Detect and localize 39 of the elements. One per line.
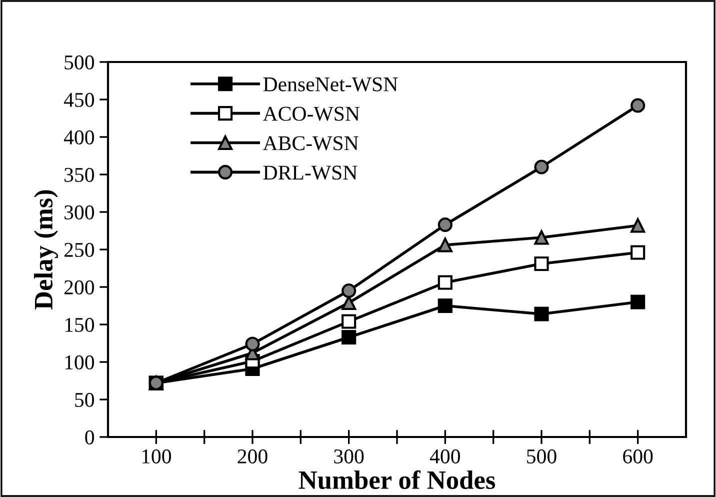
point xyxy=(534,306,549,322)
y-tick-label: 100 xyxy=(65,355,94,370)
x-tick-label: 400 xyxy=(430,449,460,464)
point xyxy=(342,330,356,345)
x-tick-label: 100 xyxy=(142,449,171,464)
y-tick-label: 350 xyxy=(64,168,94,182)
point xyxy=(438,217,452,232)
point xyxy=(630,294,646,310)
y-axis-title: Delay (ms) xyxy=(34,190,58,310)
point xyxy=(342,314,356,329)
point xyxy=(245,336,260,352)
point xyxy=(534,160,549,174)
y-tick-label: 150 xyxy=(65,318,94,332)
y-tick-label: 250 xyxy=(64,242,94,257)
point xyxy=(438,298,452,314)
y-tick-label: 450 xyxy=(64,92,94,107)
legend-label: DRL-WSN xyxy=(263,166,358,180)
x-tick-label: 200 xyxy=(238,449,268,464)
point xyxy=(534,256,549,272)
x-tick-label: 300 xyxy=(334,449,364,464)
y-tick-label: 500 xyxy=(64,55,94,70)
x-tick-label: 600 xyxy=(623,449,653,464)
legend-label: ACO-WSN xyxy=(262,106,360,121)
y-tick-label: 0 xyxy=(85,430,94,444)
point xyxy=(534,230,549,245)
y-tick-label: 200 xyxy=(64,280,94,294)
point xyxy=(630,245,646,260)
x-tick-label: 500 xyxy=(527,449,556,464)
y-tick-label: 300 xyxy=(64,205,94,220)
legend-label: ABC-WSN xyxy=(262,136,358,150)
point xyxy=(438,238,452,252)
point xyxy=(630,218,646,233)
y-tick-label: 50 xyxy=(75,392,94,407)
point xyxy=(342,283,356,298)
x-axis-title: Number of Nodes xyxy=(298,470,496,490)
point xyxy=(630,98,646,113)
legend-label: DenseNet-WSN xyxy=(263,77,398,92)
y-tick-label: 400 xyxy=(64,130,94,144)
point xyxy=(438,275,452,290)
